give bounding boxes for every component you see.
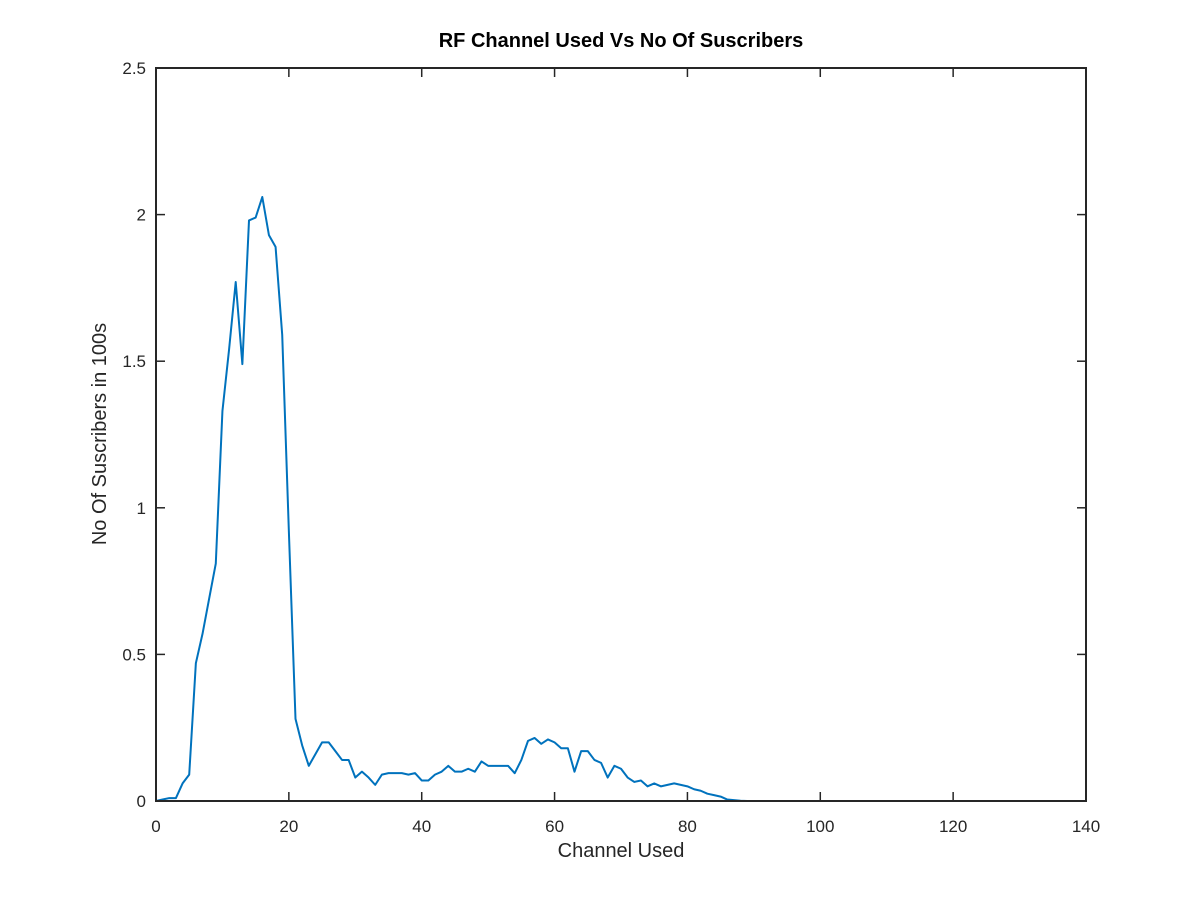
x-tick-label: 120: [939, 817, 967, 836]
y-tick-label: 0.5: [122, 645, 146, 664]
x-axis-label: Channel Used: [558, 840, 685, 862]
y-tick-label: 0: [137, 792, 146, 811]
y-axis-label: No Of Suscribers in 100s: [89, 323, 111, 545]
chart-title: RF Channel Used Vs No Of Suscribers: [439, 30, 804, 52]
x-tick-label: 80: [678, 817, 697, 836]
plot-area-frame: [155, 67, 1087, 802]
axis-tick-labels: 0 20 40 60 80 100 120 140 0 0.5 1 1.5 2 2.5: [122, 59, 1100, 836]
x-tick-label: 0: [151, 817, 160, 836]
x-tick-label: 140: [1072, 817, 1100, 836]
x-tick-label: 60: [545, 817, 564, 836]
y-tick-label: 1.5: [122, 352, 146, 371]
y-tick-label: 2.5: [122, 59, 146, 78]
series-line: [155, 196, 1007, 802]
x-tick-label: 100: [806, 817, 834, 836]
x-tick-label: 20: [279, 817, 298, 836]
y-tick-label: 1: [137, 499, 146, 518]
y-tick-label: 2: [137, 206, 146, 225]
x-tick-label: 40: [412, 817, 431, 836]
